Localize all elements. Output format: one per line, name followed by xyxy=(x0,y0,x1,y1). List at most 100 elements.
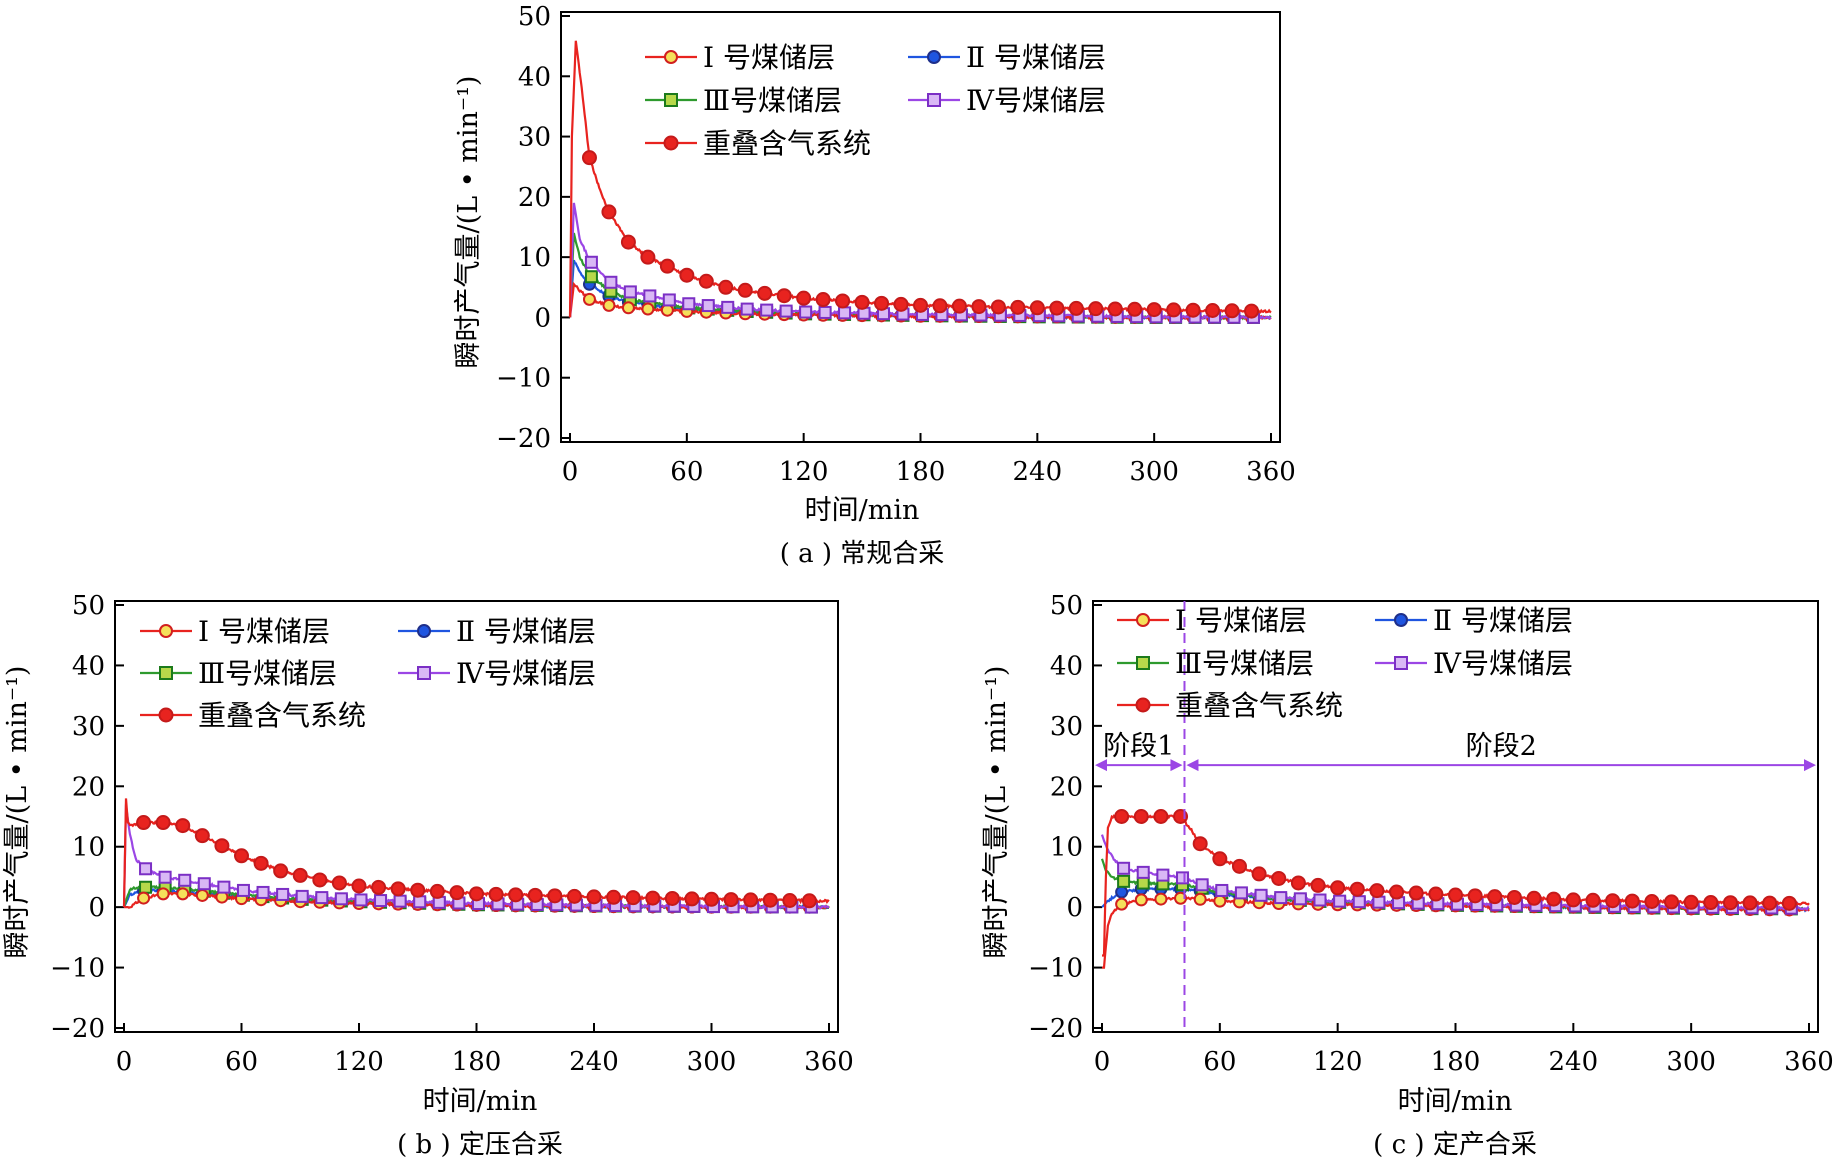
chart-a-point-s5 xyxy=(1146,302,1162,318)
chart-panel-c: −20 −10 0 10 20 30 40 50 0 60 120 180 240 300 360 阶段1 阶段… xyxy=(981,591,1834,1160)
chart-a-legend-entry-s2: Ⅱ 号煤储层 xyxy=(908,41,1106,74)
chart-a-legend-label-s1: Ⅰ 号煤储层 xyxy=(703,41,835,74)
chart-c-point-s5 xyxy=(1212,851,1228,867)
chart-b-point-s4 xyxy=(295,889,309,903)
chart-b-point-s5 xyxy=(429,883,445,899)
chart-a-legend-label-s4: Ⅳ号煤储层 xyxy=(966,84,1106,117)
chart-b-y-tick-label: 20 xyxy=(72,772,105,802)
chart-c-stage2-label: 阶段2 xyxy=(1466,731,1537,762)
chart-a-y-axis-label: 瞬时产气量/(L • min⁻¹) xyxy=(453,76,484,369)
chart-a-point-s5 xyxy=(698,273,714,289)
chart-c-point-s4 xyxy=(1293,892,1307,906)
chart-b-point-s5 xyxy=(292,867,308,883)
chart-c-point-s1 xyxy=(1174,891,1188,905)
chart-a-point-s5 xyxy=(1068,300,1084,316)
chart-c-point-s5 xyxy=(1644,894,1660,910)
chart-b-point-s4 xyxy=(256,885,270,899)
chart-c-point-s5 xyxy=(1153,809,1169,824)
chart-b-plot-area: −20 −10 0 10 20 30 40 50 0 60 120 180 240 300 360 Ⅰ 号煤储… xyxy=(50,591,854,1077)
chart-b-x-tick-label: 300 xyxy=(687,1047,737,1077)
chart-a-y-tick-label: 0 xyxy=(534,303,551,333)
chart-b-point-s5 xyxy=(449,885,465,901)
chart-a-frame xyxy=(560,11,1281,443)
chart-c-stage1-arrowhead-right xyxy=(1170,759,1183,772)
chart-c-point-s5 xyxy=(1546,891,1562,907)
chart-c-legend-marker-s4 xyxy=(1394,656,1408,670)
chart-a-point-s5 xyxy=(932,298,948,314)
chart-b-point-s5 xyxy=(801,893,817,909)
chart-a-point-s4 xyxy=(779,304,793,318)
chart-c-point-s1 xyxy=(1193,892,1207,906)
chart-c-point-s1 xyxy=(1213,894,1227,908)
chart-a-x-tick-label: 0 xyxy=(562,457,579,487)
chart-b-point-s5 xyxy=(371,879,387,895)
chart-a-x-axis-label: 时间/min xyxy=(805,495,920,526)
chart-c-point-s5 xyxy=(1369,883,1385,899)
chart-a-legend-entry-s3: Ⅲ号煤储层 xyxy=(645,84,842,117)
chart-c-point-s4 xyxy=(1234,886,1248,900)
chart-b-point-s4 xyxy=(236,883,250,897)
chart-b-legend-entry-s5: 重叠含气系统 xyxy=(140,699,366,732)
chart-b-legend-entry-s3: Ⅲ号煤储层 xyxy=(140,657,337,690)
chart-a-point-s4 xyxy=(818,305,832,319)
chart-c-stage2-arrowhead-right xyxy=(1804,759,1816,772)
chart-a-point-s4 xyxy=(740,302,754,316)
chart-c-legend-marker-s2 xyxy=(1394,613,1408,627)
chart-a-point-s4 xyxy=(662,293,676,307)
chart-a-caption: ( a ) 常规合采 xyxy=(780,539,945,569)
chart-a-legend-entry-s4: Ⅳ号煤储层 xyxy=(908,84,1106,117)
chart-a-point-s5 xyxy=(1049,300,1065,316)
chart-a-point-s4 xyxy=(643,289,657,303)
chart-b-legend-entry-s4: Ⅳ号煤储层 xyxy=(398,657,596,690)
chart-c-y-tick-label: 0 xyxy=(1066,893,1083,923)
chart-a-y-tick-label: 50 xyxy=(518,2,551,32)
chart-c-stage2-arrowhead-left xyxy=(1186,759,1199,772)
chart-c-point-s4 xyxy=(1313,893,1327,907)
chart-a-point-s5 xyxy=(737,282,753,298)
chart-a-point-s5 xyxy=(990,299,1006,315)
chart-c-point-s5 xyxy=(1192,836,1208,852)
chart-a-point-s5 xyxy=(757,285,773,301)
chart-b-x-tick-label: 0 xyxy=(116,1047,133,1077)
chart-a-point-s5 xyxy=(1107,301,1123,317)
chart-a-point-s5 xyxy=(776,288,792,304)
chart-a-y-tick-label: 30 xyxy=(518,123,551,153)
chart-c-point-s5 xyxy=(1742,895,1758,911)
chart-a-legend-label-s2: Ⅱ 号煤储层 xyxy=(966,41,1106,74)
chart-b-series-group xyxy=(122,798,830,914)
chart-b-legend-label-s3: Ⅲ号煤储层 xyxy=(198,657,337,690)
chart-c-point-s5 xyxy=(1330,880,1346,896)
chart-b-x-tick-label: 180 xyxy=(452,1047,502,1077)
chart-b-x-tick-label: 60 xyxy=(225,1047,258,1077)
chart-a-point-s5 xyxy=(971,299,987,315)
chart-c-point-s5 xyxy=(1565,892,1581,908)
chart-a-plot-area: −20 −10 0 10 20 30 40 50 0 60 120 180 240 300 360 Ⅰ 号煤储… xyxy=(496,2,1296,487)
chart-b-point-s4 xyxy=(158,870,172,884)
chart-a-point-s1 xyxy=(641,302,655,316)
chart-b-caption: ( b ) 定压合采 xyxy=(397,1130,563,1160)
chart-c-point-s5 xyxy=(1271,870,1287,886)
chart-c-legend-entry-s1: Ⅰ 号煤储层 xyxy=(1117,604,1307,637)
chart-a-legend-marker-s3 xyxy=(664,93,678,107)
chart-b-point-s5 xyxy=(547,888,563,904)
chart-b-point-s5 xyxy=(566,888,582,904)
chart-b-legend-marker-s5 xyxy=(158,707,174,723)
chart-a-point-s5 xyxy=(854,294,870,310)
chart-c-point-s4 xyxy=(1195,878,1209,892)
chart-c-point-s5 xyxy=(1467,888,1483,904)
chart-a-point-s5 xyxy=(620,234,636,250)
chart-c-legend-label-s1: Ⅰ 号煤储层 xyxy=(1175,604,1307,637)
chart-c-point-s5 xyxy=(1487,889,1503,905)
chart-c-point-s5 xyxy=(1428,886,1444,902)
chart-panel-b: −20 −10 0 10 20 30 40 50 0 60 120 180 240 300 360 Ⅰ 号煤储… xyxy=(2,591,854,1160)
chart-b-point-s5 xyxy=(312,872,328,888)
chart-a-legend-marker-s5 xyxy=(663,135,679,151)
chart-b-point-s5 xyxy=(664,890,680,906)
chart-b-legend-label-s4: Ⅳ号煤储层 xyxy=(456,657,596,690)
chart-c-point-s4 xyxy=(1352,895,1366,909)
chart-a-y-tick-label: 10 xyxy=(518,243,551,273)
chart-c-point-s5 xyxy=(1310,877,1326,893)
chart-c-plot-area: −20 −10 0 10 20 30 40 50 0 60 120 180 240 300 360 阶段1 阶段… xyxy=(1028,591,1834,1077)
